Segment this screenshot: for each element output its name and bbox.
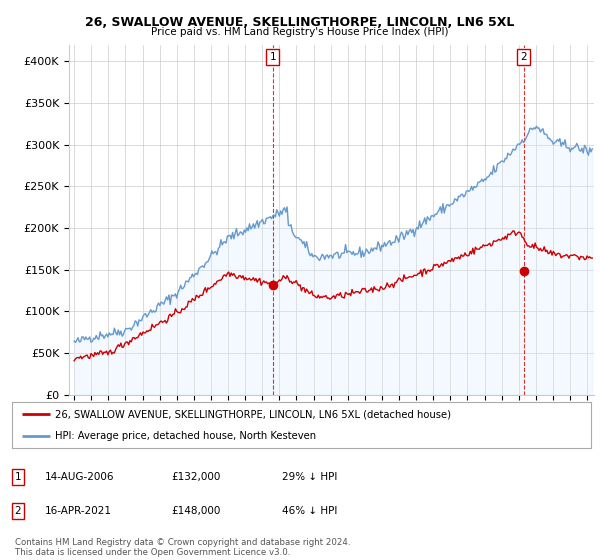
Text: 16-APR-2021: 16-APR-2021 xyxy=(45,506,112,516)
Text: 26, SWALLOW AVENUE, SKELLINGTHORPE, LINCOLN, LN6 5XL (detached house): 26, SWALLOW AVENUE, SKELLINGTHORPE, LINC… xyxy=(55,409,451,419)
Text: 2: 2 xyxy=(520,52,527,62)
Text: 14-AUG-2006: 14-AUG-2006 xyxy=(45,472,115,482)
Text: Contains HM Land Registry data © Crown copyright and database right 2024.
This d: Contains HM Land Registry data © Crown c… xyxy=(15,538,350,557)
Text: HPI: Average price, detached house, North Kesteven: HPI: Average price, detached house, Nort… xyxy=(55,431,317,441)
Text: £148,000: £148,000 xyxy=(171,506,220,516)
Text: 29% ↓ HPI: 29% ↓ HPI xyxy=(282,472,337,482)
Text: 2: 2 xyxy=(14,506,22,516)
Text: 1: 1 xyxy=(269,52,276,62)
Text: £132,000: £132,000 xyxy=(171,472,220,482)
Text: 26, SWALLOW AVENUE, SKELLINGTHORPE, LINCOLN, LN6 5XL: 26, SWALLOW AVENUE, SKELLINGTHORPE, LINC… xyxy=(85,16,515,29)
Text: Price paid vs. HM Land Registry's House Price Index (HPI): Price paid vs. HM Land Registry's House … xyxy=(151,27,449,37)
Text: 1: 1 xyxy=(14,472,22,482)
Text: 46% ↓ HPI: 46% ↓ HPI xyxy=(282,506,337,516)
